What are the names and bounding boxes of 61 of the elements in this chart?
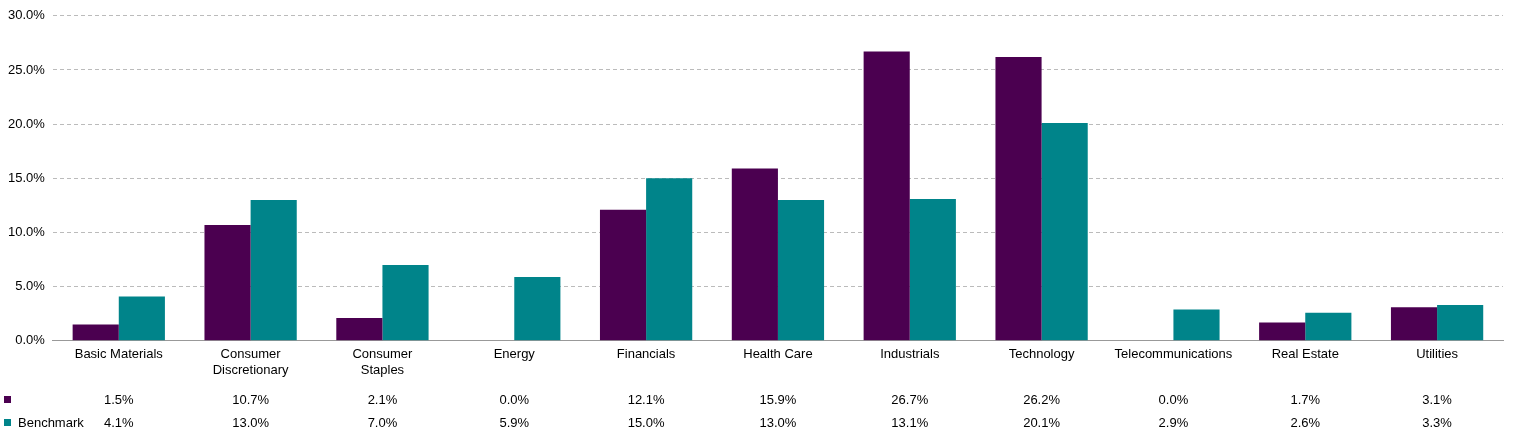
y-tick-label: 0.0% — [15, 332, 46, 348]
data-label: 0.0% — [499, 391, 530, 407]
data-label: 1.5% — [103, 391, 135, 407]
x-tick-label: Industrials — [880, 346, 940, 362]
bar — [909, 198, 956, 341]
bar — [995, 56, 1042, 341]
x-tick-label: Technology — [1008, 346, 1075, 362]
bar — [777, 199, 825, 341]
x-tick-label: Real Estate — [1271, 346, 1339, 362]
x-tick-label: Financials — [616, 346, 676, 362]
data-label: 10.7% — [232, 391, 270, 407]
bar — [1259, 322, 1306, 341]
data-label: 13.0% — [232, 414, 270, 430]
bar — [1390, 307, 1438, 341]
data-label: 2.6% — [1290, 414, 1321, 430]
data-label: 3.1% — [1422, 391, 1453, 407]
data-label: 15.9% — [759, 391, 797, 407]
data-label: 13.0% — [759, 414, 797, 430]
y-tick-label: 15.0% — [7, 169, 46, 185]
bar — [1305, 312, 1352, 341]
bar — [72, 324, 119, 341]
data-label: 7.0% — [367, 414, 398, 430]
data-label: 13.1% — [891, 414, 929, 430]
x-tick-label: Utilities — [1416, 346, 1459, 362]
bar — [863, 51, 910, 341]
data-label: 2.9% — [1158, 414, 1189, 430]
bar — [336, 318, 383, 341]
data-label: 3.3% — [1422, 414, 1453, 430]
bar — [731, 168, 778, 341]
data-label: 4.1% — [103, 414, 135, 430]
x-tick-label: Health Care — [743, 346, 813, 362]
legend-label: Benchmark — [18, 414, 85, 430]
bar — [1173, 309, 1220, 341]
bar — [1437, 305, 1484, 341]
bar — [382, 264, 429, 341]
y-tick-label: 25.0% — [7, 61, 46, 77]
x-tick-label: Energy — [493, 346, 536, 362]
y-tick-label: 20.0% — [7, 115, 46, 131]
data-label: 26.2% — [1023, 391, 1061, 407]
data-label: 2.1% — [367, 391, 398, 407]
bar — [1041, 123, 1088, 341]
data-label: 5.9% — [499, 414, 530, 430]
x-tick-label: Basic Materials — [74, 346, 164, 362]
y-tick-label: 30.0% — [7, 7, 46, 23]
data-label: 26.7% — [891, 391, 929, 407]
bar — [646, 178, 693, 341]
y-tick-label: 10.0% — [7, 224, 46, 240]
data-label: 20.1% — [1023, 414, 1061, 430]
x-tick-label: Telecommunications — [1114, 346, 1233, 362]
x-tick-label: Consumer Discretionary — [212, 346, 290, 377]
x-tick-label: Consumer Staples — [352, 346, 414, 377]
bar — [514, 276, 561, 341]
data-label: 12.1% — [627, 391, 665, 407]
bar — [118, 296, 165, 341]
bar — [250, 199, 297, 341]
bar — [204, 224, 251, 341]
bar — [599, 209, 647, 341]
data-label: 1.7% — [1290, 391, 1321, 407]
y-tick-label: 5.0% — [15, 278, 46, 294]
data-label: 0.0% — [1158, 391, 1189, 407]
data-label: 15.0% — [627, 414, 665, 430]
